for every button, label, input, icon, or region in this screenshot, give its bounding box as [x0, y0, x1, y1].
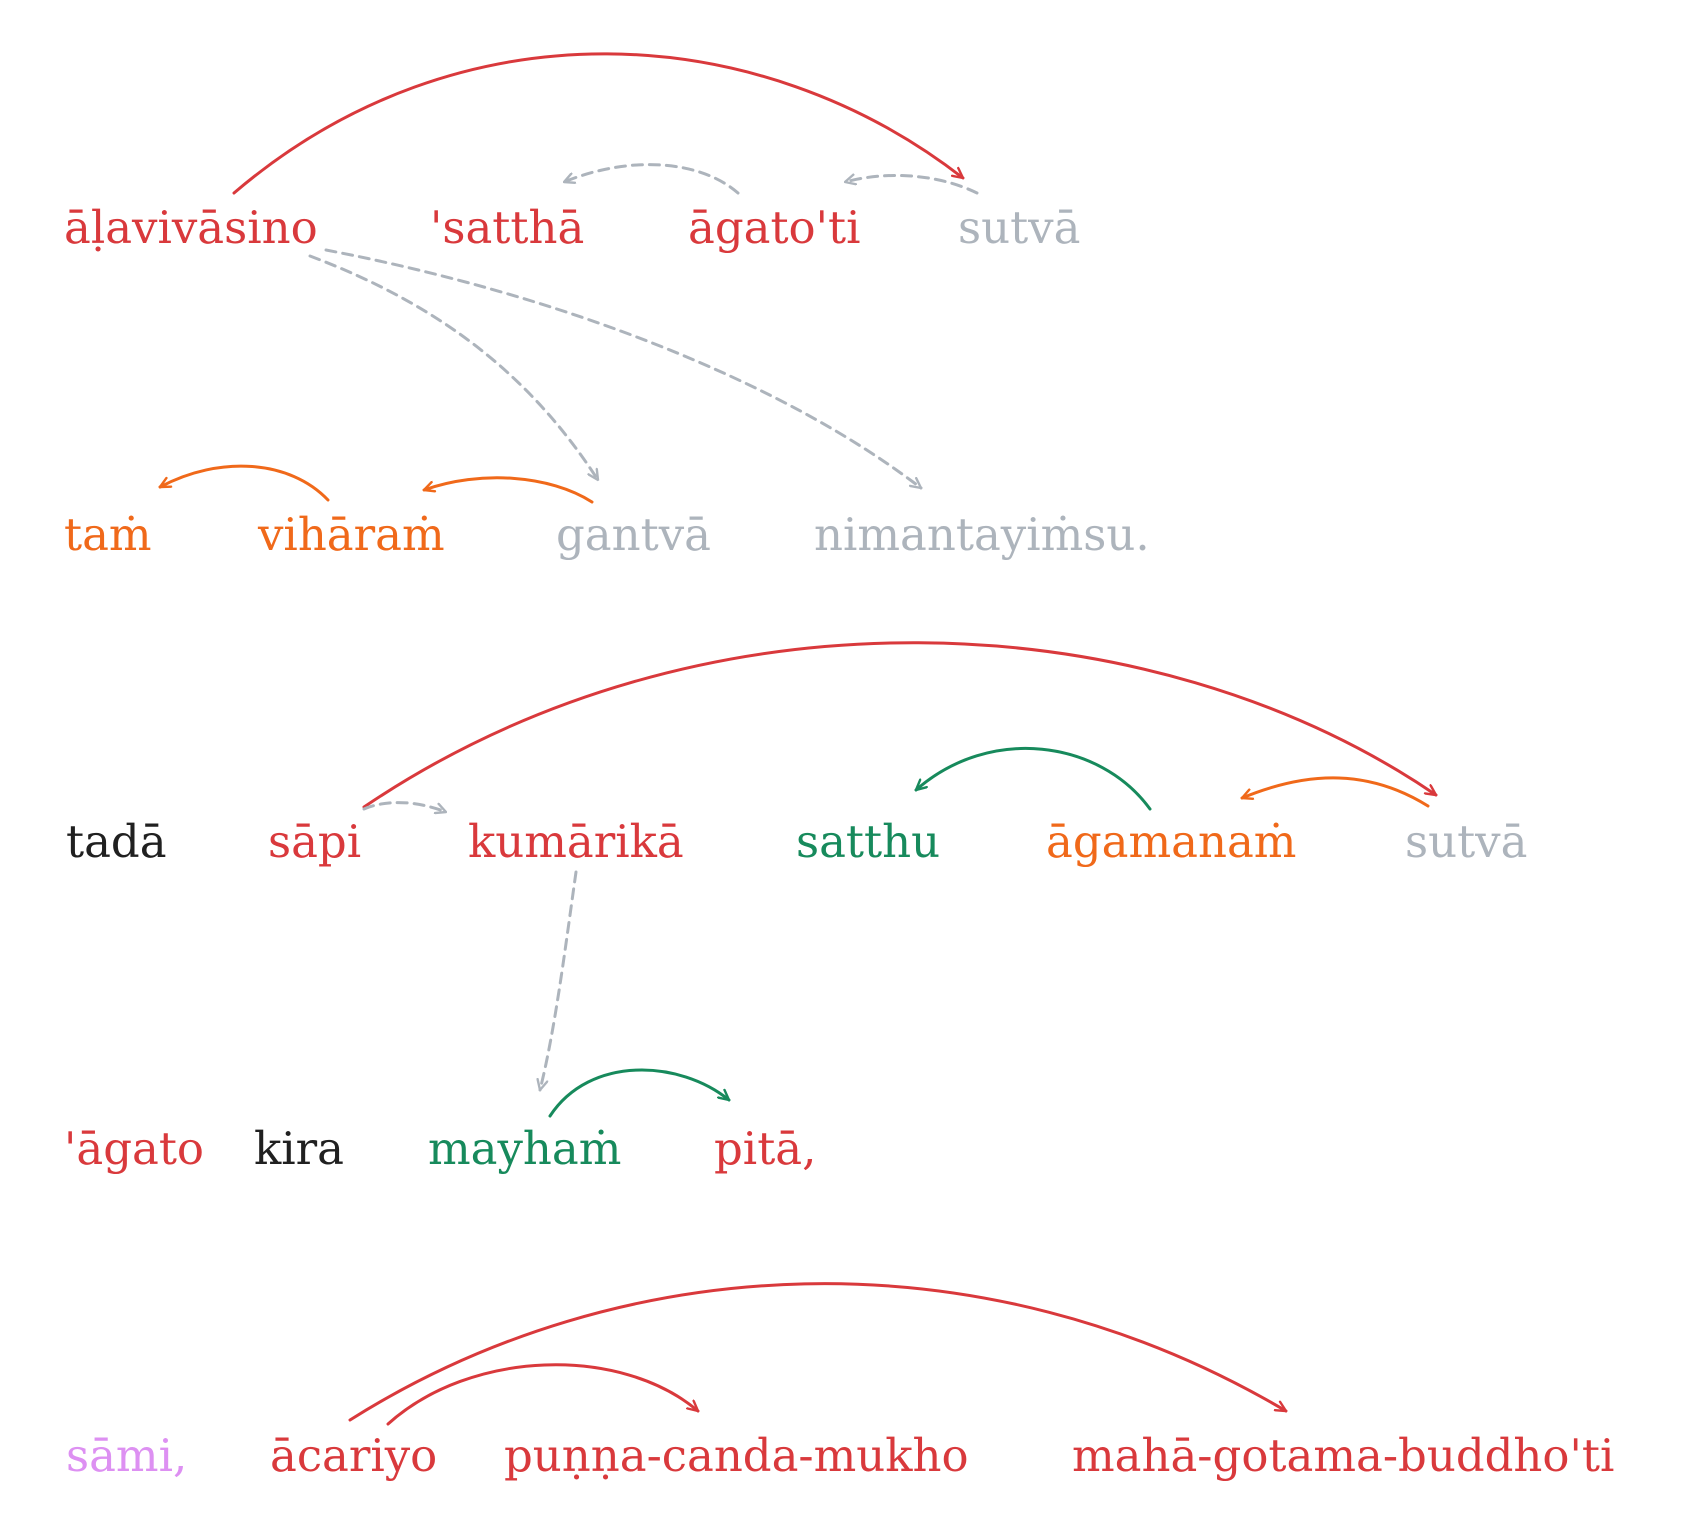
arc-kumarika-to-mayham: [540, 870, 578, 1092]
arc-sapi-to-sutva: [362, 641, 1438, 809]
word-sapi: sāpi: [268, 815, 361, 868]
word-agamanam: āgamanaṁ: [1046, 815, 1296, 868]
arc-alavivasino-to-sutva: [232, 52, 965, 195]
word-tada: tadā: [66, 815, 167, 868]
arc-acariyo-to-maha-gotama-buddhoti: [348, 1282, 1288, 1422]
arc-agamanam-to-satthu: [914, 746, 1152, 811]
arc-agatoti-to-sattha: [562, 163, 740, 195]
word-agatoti: āgato'ti: [688, 201, 861, 254]
word-viharam: vihāraṁ: [257, 508, 445, 561]
word-gantva: gantvā: [556, 508, 711, 561]
word-tam: taṁ: [64, 508, 152, 561]
word-sattha: 'satthā: [430, 201, 584, 254]
word-sutva-1: sutvā: [958, 201, 1080, 254]
word-sami: sāmi,: [66, 1429, 187, 1482]
arc-alavivasino-to-nimantayimsu: [324, 248, 923, 490]
arc-gantva-to-viharam: [422, 476, 594, 504]
word-kumarika: kumārikā: [468, 815, 684, 868]
word-punna-canda-mukho: puṇṇa-canda-mukho: [504, 1429, 969, 1482]
arc-mayham-to-pita: [548, 1068, 731, 1118]
arc-sutva-to-agamanam: [1240, 776, 1430, 808]
word-alavivasino: āḷavivāsino: [64, 201, 318, 254]
word-satthu: satthu: [796, 815, 940, 868]
arc-sapi-to-kumarika: [362, 801, 448, 812]
word-kira: kira: [254, 1122, 344, 1175]
arc-alavivasino-to-gantva: [308, 254, 600, 482]
word-acariyo: ācariyo: [270, 1429, 437, 1482]
arc-acariyo-to-punna-canda-mukho: [386, 1363, 700, 1426]
word-mayham: mayhaṁ: [428, 1122, 621, 1175]
arc-sutva-to-agatoti: [843, 175, 979, 195]
arc-viharam-to-tam: [158, 464, 330, 502]
word-pita: pitā,: [714, 1122, 816, 1175]
word-nimantayimsu: nimantayiṁsu.: [814, 508, 1150, 561]
word-sutva-2: sutvā: [1405, 815, 1527, 868]
word-agato: 'āgato: [64, 1122, 204, 1175]
word-maha-gotama-buddhoti: mahā-gotama-buddho'ti: [1072, 1429, 1614, 1482]
